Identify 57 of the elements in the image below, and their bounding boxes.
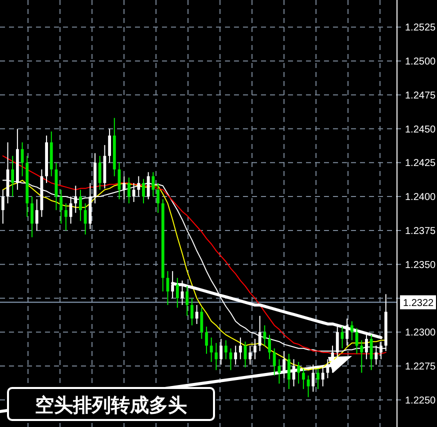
candlestick: [210, 337, 213, 362]
candlestick: [79, 189, 82, 222]
y-tick-label: 1.2425: [405, 158, 436, 170]
candlestick: [98, 155, 102, 190]
candlestick: [35, 198, 38, 231]
candlestick: [108, 128, 112, 164]
candlestick: [195, 304, 198, 324]
candlestick: [74, 185, 78, 214]
candlestick: [263, 324, 266, 346]
candlestick: [142, 178, 145, 204]
candlestick: [287, 353, 290, 390]
candlestick: [350, 320, 354, 341]
candlestick: [238, 337, 242, 360]
candlestick: [1, 189, 4, 224]
y-tick-label: 1.2275: [405, 362, 436, 372]
candlestick: [360, 340, 364, 374]
candlestick: [30, 196, 34, 238]
candlestick: [272, 348, 276, 376]
y-tick-label: 1.2500: [405, 56, 436, 68]
candlestick: [205, 326, 208, 354]
candlestick: [254, 338, 256, 360]
candlestick: [60, 189, 63, 224]
candlestick: [64, 202, 68, 231]
candlestick: [200, 307, 204, 340]
y-tick-label: 1.2375: [405, 226, 436, 237]
y-tick-label: 1.2250: [405, 395, 436, 406]
candlestick: [190, 298, 194, 326]
candlestick: [84, 202, 87, 236]
candlestick: [152, 172, 155, 198]
candlestick: [248, 345, 252, 366]
annotation: 空头排列转成多头: [35, 394, 187, 417]
candlestick: [186, 286, 189, 316]
candlestick: [234, 345, 238, 366]
candlestick: [326, 358, 330, 379]
y-tick-label: 1.2525: [405, 22, 436, 34]
y-tick-label: 1.2450: [405, 124, 436, 136]
candlestick: [224, 340, 228, 360]
candlestick: [220, 338, 222, 366]
y-tick-label: 1.2350: [405, 260, 436, 271]
y-tick-label: 1.2400: [405, 192, 436, 204]
candlestick: [370, 334, 373, 371]
candlestick: [156, 182, 160, 214]
y-tick-label: 1.2300: [405, 328, 436, 339]
candlestick: [11, 155, 14, 198]
candlestick: [127, 177, 130, 204]
candlestick: [20, 142, 24, 177]
candlestick: [268, 334, 271, 360]
candlestick: [321, 366, 324, 387]
candlestick: [214, 342, 218, 371]
candlestick: [316, 368, 320, 390]
candlestick: [282, 350, 286, 379]
y-tick-label: 1.2475: [405, 90, 436, 102]
ref-line-label: 1.2322: [403, 298, 434, 309]
candlestick: [302, 368, 305, 390]
candlestick: [176, 277, 179, 308]
candlestick: [297, 361, 300, 384]
candlestick: [312, 364, 315, 392]
